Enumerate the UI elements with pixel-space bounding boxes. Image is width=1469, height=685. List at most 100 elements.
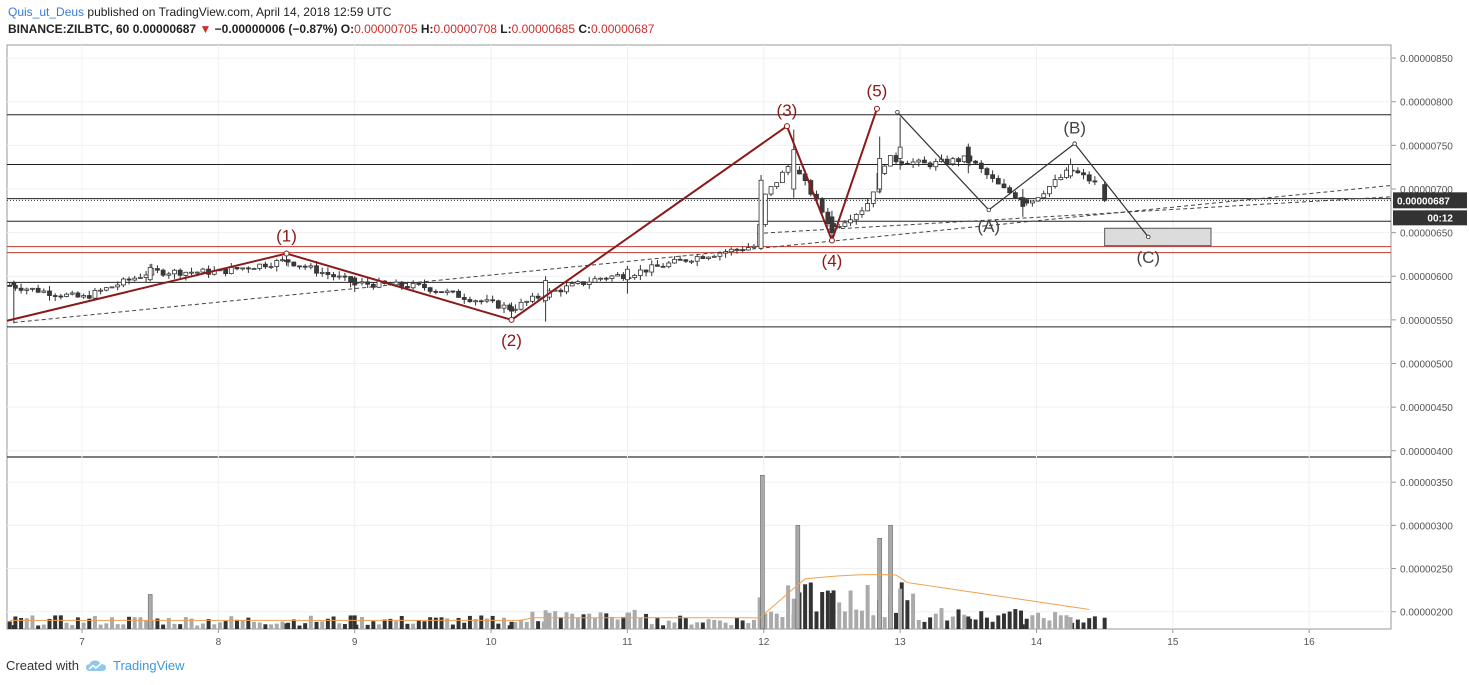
volume-bar	[871, 615, 876, 629]
correction-point[interactable]	[1072, 141, 1077, 146]
volume-bar	[973, 619, 978, 629]
volume-bar	[1081, 622, 1086, 629]
volume-bar	[115, 624, 120, 629]
volume-bar	[382, 619, 387, 629]
volume-bar	[1001, 613, 1006, 629]
volume-bar	[894, 612, 899, 629]
volume-bar	[58, 615, 63, 629]
candle-body	[829, 216, 835, 234]
candle-body	[234, 267, 240, 270]
volume-bar	[922, 621, 927, 629]
correction-point[interactable]	[895, 109, 900, 115]
candle-body	[524, 300, 530, 303]
volume-bar	[342, 624, 347, 629]
volume-bar	[496, 623, 501, 629]
volume-bar	[132, 617, 137, 629]
candle-body	[325, 272, 331, 275]
wave-point[interactable]	[828, 237, 835, 244]
created-with-label: Created with	[6, 658, 79, 673]
candle-body	[865, 203, 871, 212]
correction-point[interactable]	[1146, 234, 1151, 240]
volume-bar	[320, 621, 325, 629]
volume-bar	[70, 624, 75, 629]
symbol-label[interactable]: BINANCE:ZILBTC, 60	[8, 22, 130, 36]
candle-body	[734, 248, 740, 251]
volume-bar	[1041, 618, 1046, 629]
volume-bar	[1068, 617, 1073, 629]
candle-body	[183, 271, 189, 276]
candle-body	[52, 295, 58, 297]
price-tick-label: 0.00000750	[1400, 141, 1453, 152]
author-link[interactable]: Quis_ut_Deus	[8, 5, 85, 19]
volume-bar	[81, 622, 86, 629]
candle-body	[58, 295, 64, 298]
volume-bar	[621, 616, 626, 629]
candle-body	[625, 268, 630, 281]
candle-body	[302, 265, 308, 268]
candle-body	[689, 260, 694, 263]
volume-bar	[950, 616, 955, 629]
candle-body	[655, 264, 660, 267]
tradingview-cloud-icon	[85, 660, 106, 671]
dashed-trend-line[interactable]	[13, 184, 1392, 323]
volume-bar	[928, 617, 933, 629]
candle-body	[910, 161, 916, 165]
candle-body	[490, 299, 496, 302]
volume-bar	[689, 624, 694, 629]
candle-body	[92, 290, 98, 299]
price-tick-label: 0.00000450	[1400, 403, 1453, 414]
volume-bar	[41, 624, 46, 629]
candle-body	[973, 160, 978, 164]
correction-wave[interactable]: (A) (B) (C)	[895, 109, 1160, 267]
candle-body	[35, 287, 41, 293]
volume-bar	[1087, 618, 1092, 629]
volume-bar	[1036, 612, 1041, 629]
volume-bar	[64, 622, 69, 629]
candle-body	[194, 271, 200, 274]
volume-bar	[695, 622, 700, 629]
candle-body	[467, 299, 473, 302]
volume-bar	[1075, 619, 1080, 629]
candle-body	[120, 278, 126, 286]
volume-bar	[337, 623, 342, 629]
impulse-wave[interactable]: (1) (2) (3) (4) (5)	[6, 82, 887, 350]
volume-bar	[808, 582, 813, 629]
candle-body	[81, 295, 86, 298]
price-tick-label: 0.00000500	[1400, 360, 1453, 371]
price-tick-label: 0.00000700	[1400, 185, 1453, 196]
volume-bar	[763, 613, 768, 629]
candle-body	[30, 287, 35, 290]
candle-body	[132, 277, 138, 281]
candle-body	[314, 265, 319, 274]
candle-body	[984, 168, 990, 176]
wave-point[interactable]	[873, 105, 880, 112]
high-value: 0.00000708	[433, 22, 497, 36]
volume-bar	[166, 617, 171, 629]
volume-bar	[814, 611, 819, 629]
volume-bar	[280, 621, 285, 629]
tradingview-brand-link[interactable]: TradingView	[112, 658, 185, 673]
candle-body	[677, 258, 683, 261]
candle-body	[785, 166, 791, 173]
candle-body	[535, 295, 541, 299]
wave-point[interactable]	[283, 250, 290, 257]
dashed-trend-line[interactable]	[756, 196, 1392, 234]
volume-bar	[865, 585, 870, 629]
candle-body	[660, 265, 666, 268]
correction-wave-line[interactable]	[896, 111, 1149, 238]
wave-point[interactable]	[508, 316, 515, 323]
volume-bar	[246, 617, 251, 629]
volume-bar	[644, 613, 649, 629]
candle-body	[632, 275, 638, 278]
candle-body	[1058, 177, 1064, 181]
correction-point[interactable]	[986, 207, 991, 213]
volume-bar	[592, 617, 597, 629]
impulse-wave-line[interactable]	[6, 108, 878, 322]
volume-bar	[1013, 609, 1018, 629]
volume-bar	[769, 611, 774, 629]
volume-bar	[581, 614, 586, 629]
wave-point[interactable]	[783, 123, 790, 130]
target-zone-box[interactable]	[1104, 227, 1212, 247]
volume-bar	[445, 618, 450, 629]
